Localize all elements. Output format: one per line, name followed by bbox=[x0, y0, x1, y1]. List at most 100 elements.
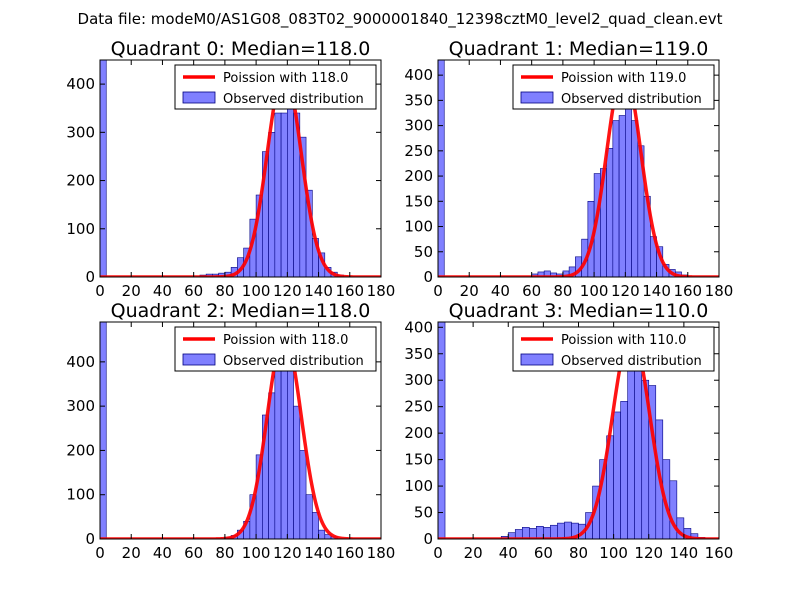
y-tick-label: 200 bbox=[66, 172, 95, 190]
hist-bar bbox=[274, 357, 282, 539]
x-tick-label: 60 bbox=[184, 544, 203, 562]
plot-content bbox=[100, 60, 381, 277]
legend: Poission with 118.0 Observed distribution bbox=[174, 326, 377, 372]
poisson-curve bbox=[100, 333, 381, 539]
hist-bar bbox=[613, 411, 621, 539]
x-tick-label: 60 bbox=[534, 544, 553, 562]
hist-bar bbox=[612, 120, 620, 277]
y-tick-label: 400 bbox=[66, 353, 95, 371]
hist-bar bbox=[268, 132, 276, 277]
legend-entry-observed: Observed distribution bbox=[561, 92, 702, 107]
x-tick-label: 180 bbox=[705, 282, 734, 300]
legend-entry-observed: Observed distribution bbox=[223, 354, 364, 369]
hist-bar bbox=[557, 522, 565, 539]
legend: Poission with 110.0 Observed distribution bbox=[512, 326, 715, 372]
panel-title: Quadrant 3: Median=110.0 bbox=[449, 300, 709, 322]
x-tick-label: 100 bbox=[599, 544, 628, 562]
hist-bar bbox=[618, 115, 626, 277]
hist-bar bbox=[287, 93, 294, 277]
x-tick-label: 120 bbox=[273, 544, 302, 562]
x-tick-label: 40 bbox=[491, 282, 510, 300]
y-tick-label: 100 bbox=[404, 218, 433, 236]
panel-2: 0 20 40 60 80 100 120 140 160 1800100200300400Qua… bbox=[66, 300, 395, 562]
y-tick-label: 0 bbox=[423, 530, 433, 548]
figure-suptitle: Data file: modeM0/AS1G08_083T02_90000018… bbox=[78, 10, 723, 29]
y-tick-label: 50 bbox=[414, 243, 433, 261]
hist-bar bbox=[293, 405, 301, 539]
x-tick-label: 60 bbox=[522, 282, 541, 300]
hist-bar bbox=[318, 529, 326, 539]
x-tick-label: 160 bbox=[673, 282, 702, 300]
y-tick-label: 200 bbox=[66, 441, 95, 459]
hist-bar bbox=[550, 524, 558, 539]
poisson-curve bbox=[100, 70, 381, 277]
x-tick-label: 120 bbox=[634, 544, 663, 562]
y-tick-label: 0 bbox=[85, 268, 95, 286]
x-tick-label: 40 bbox=[153, 544, 172, 562]
y-tick-label: 100 bbox=[66, 486, 95, 504]
y-tick-label: 350 bbox=[404, 345, 433, 363]
x-tick-label: 140 bbox=[304, 282, 333, 300]
y-tick-label: 300 bbox=[66, 123, 95, 141]
x-tick-label: 160 bbox=[335, 544, 364, 562]
poisson-curve bbox=[438, 68, 719, 277]
panel-0: 0 20 40 60 80 100 120 140 160 1800100200300400Qua… bbox=[66, 38, 395, 300]
y-tick-label: 100 bbox=[404, 477, 433, 495]
x-tick-label: 180 bbox=[367, 544, 396, 562]
x-tick-label: 140 bbox=[304, 544, 333, 562]
hist-bar bbox=[287, 365, 294, 539]
x-tick-label: 20 bbox=[464, 544, 483, 562]
y-tick-label: 200 bbox=[404, 424, 433, 442]
y-tick-label: 250 bbox=[404, 142, 433, 160]
x-tick-label: 80 bbox=[215, 282, 234, 300]
legend-entry-poisson: Poission with 118.0 bbox=[223, 333, 348, 348]
y-tick-label: 400 bbox=[404, 318, 433, 336]
y-tick-label: 250 bbox=[404, 398, 433, 416]
x-tick-label: 160 bbox=[335, 282, 364, 300]
x-tick-label: 0 bbox=[433, 282, 443, 300]
hist-bar bbox=[536, 525, 544, 539]
panel-1: 0 20 40 60 80 100 120 140 160 1800501001502002503… bbox=[404, 38, 733, 300]
y-tick-label: 100 bbox=[66, 220, 95, 238]
y-tick-label: 300 bbox=[66, 397, 95, 415]
hist-bar bbox=[268, 392, 276, 539]
hist-bar bbox=[438, 60, 445, 277]
hist-bar bbox=[606, 148, 614, 277]
hist-bar bbox=[299, 450, 307, 539]
legend: Poission with 119.0 Observed distribution bbox=[512, 64, 715, 110]
hist-bar bbox=[669, 480, 678, 539]
y-tick-label: 0 bbox=[85, 530, 95, 548]
plot-content bbox=[100, 322, 381, 539]
legend-entry-observed: Observed distribution bbox=[561, 354, 702, 369]
x-tick-label: 80 bbox=[215, 544, 234, 562]
x-tick-label: 60 bbox=[184, 282, 203, 300]
hist-bar bbox=[627, 364, 635, 539]
hist-bar bbox=[620, 401, 628, 539]
legend-patch-swatch bbox=[520, 353, 554, 366]
hist-bar bbox=[312, 512, 319, 539]
x-tick-label: 40 bbox=[153, 282, 172, 300]
x-tick-label: 80 bbox=[553, 282, 572, 300]
hist-bar bbox=[438, 322, 446, 539]
y-tick-label: 150 bbox=[404, 451, 433, 469]
x-tick-label: 120 bbox=[273, 282, 302, 300]
y-tick-label: 300 bbox=[404, 117, 433, 135]
axes-frame bbox=[437, 59, 720, 278]
legend-patch-swatch bbox=[182, 353, 216, 366]
x-tick-label: 100 bbox=[242, 544, 271, 562]
x-tick-label: 20 bbox=[460, 282, 479, 300]
axes-frame bbox=[99, 321, 382, 540]
legend-patch-swatch bbox=[182, 91, 216, 104]
x-tick-label: 0 bbox=[433, 544, 443, 562]
hist-bar bbox=[100, 322, 107, 539]
y-tick-label: 0 bbox=[423, 268, 433, 286]
panel-title: Quadrant 2: Median=118.0 bbox=[111, 300, 371, 322]
x-tick-label: 100 bbox=[242, 282, 271, 300]
x-tick-label: 20 bbox=[122, 544, 141, 562]
hist-bar bbox=[634, 361, 643, 539]
hist-bar bbox=[631, 120, 639, 277]
hist-bar bbox=[100, 60, 107, 277]
panel-title: Quadrant 1: Median=119.0 bbox=[449, 38, 709, 60]
hist-bar bbox=[280, 361, 288, 539]
